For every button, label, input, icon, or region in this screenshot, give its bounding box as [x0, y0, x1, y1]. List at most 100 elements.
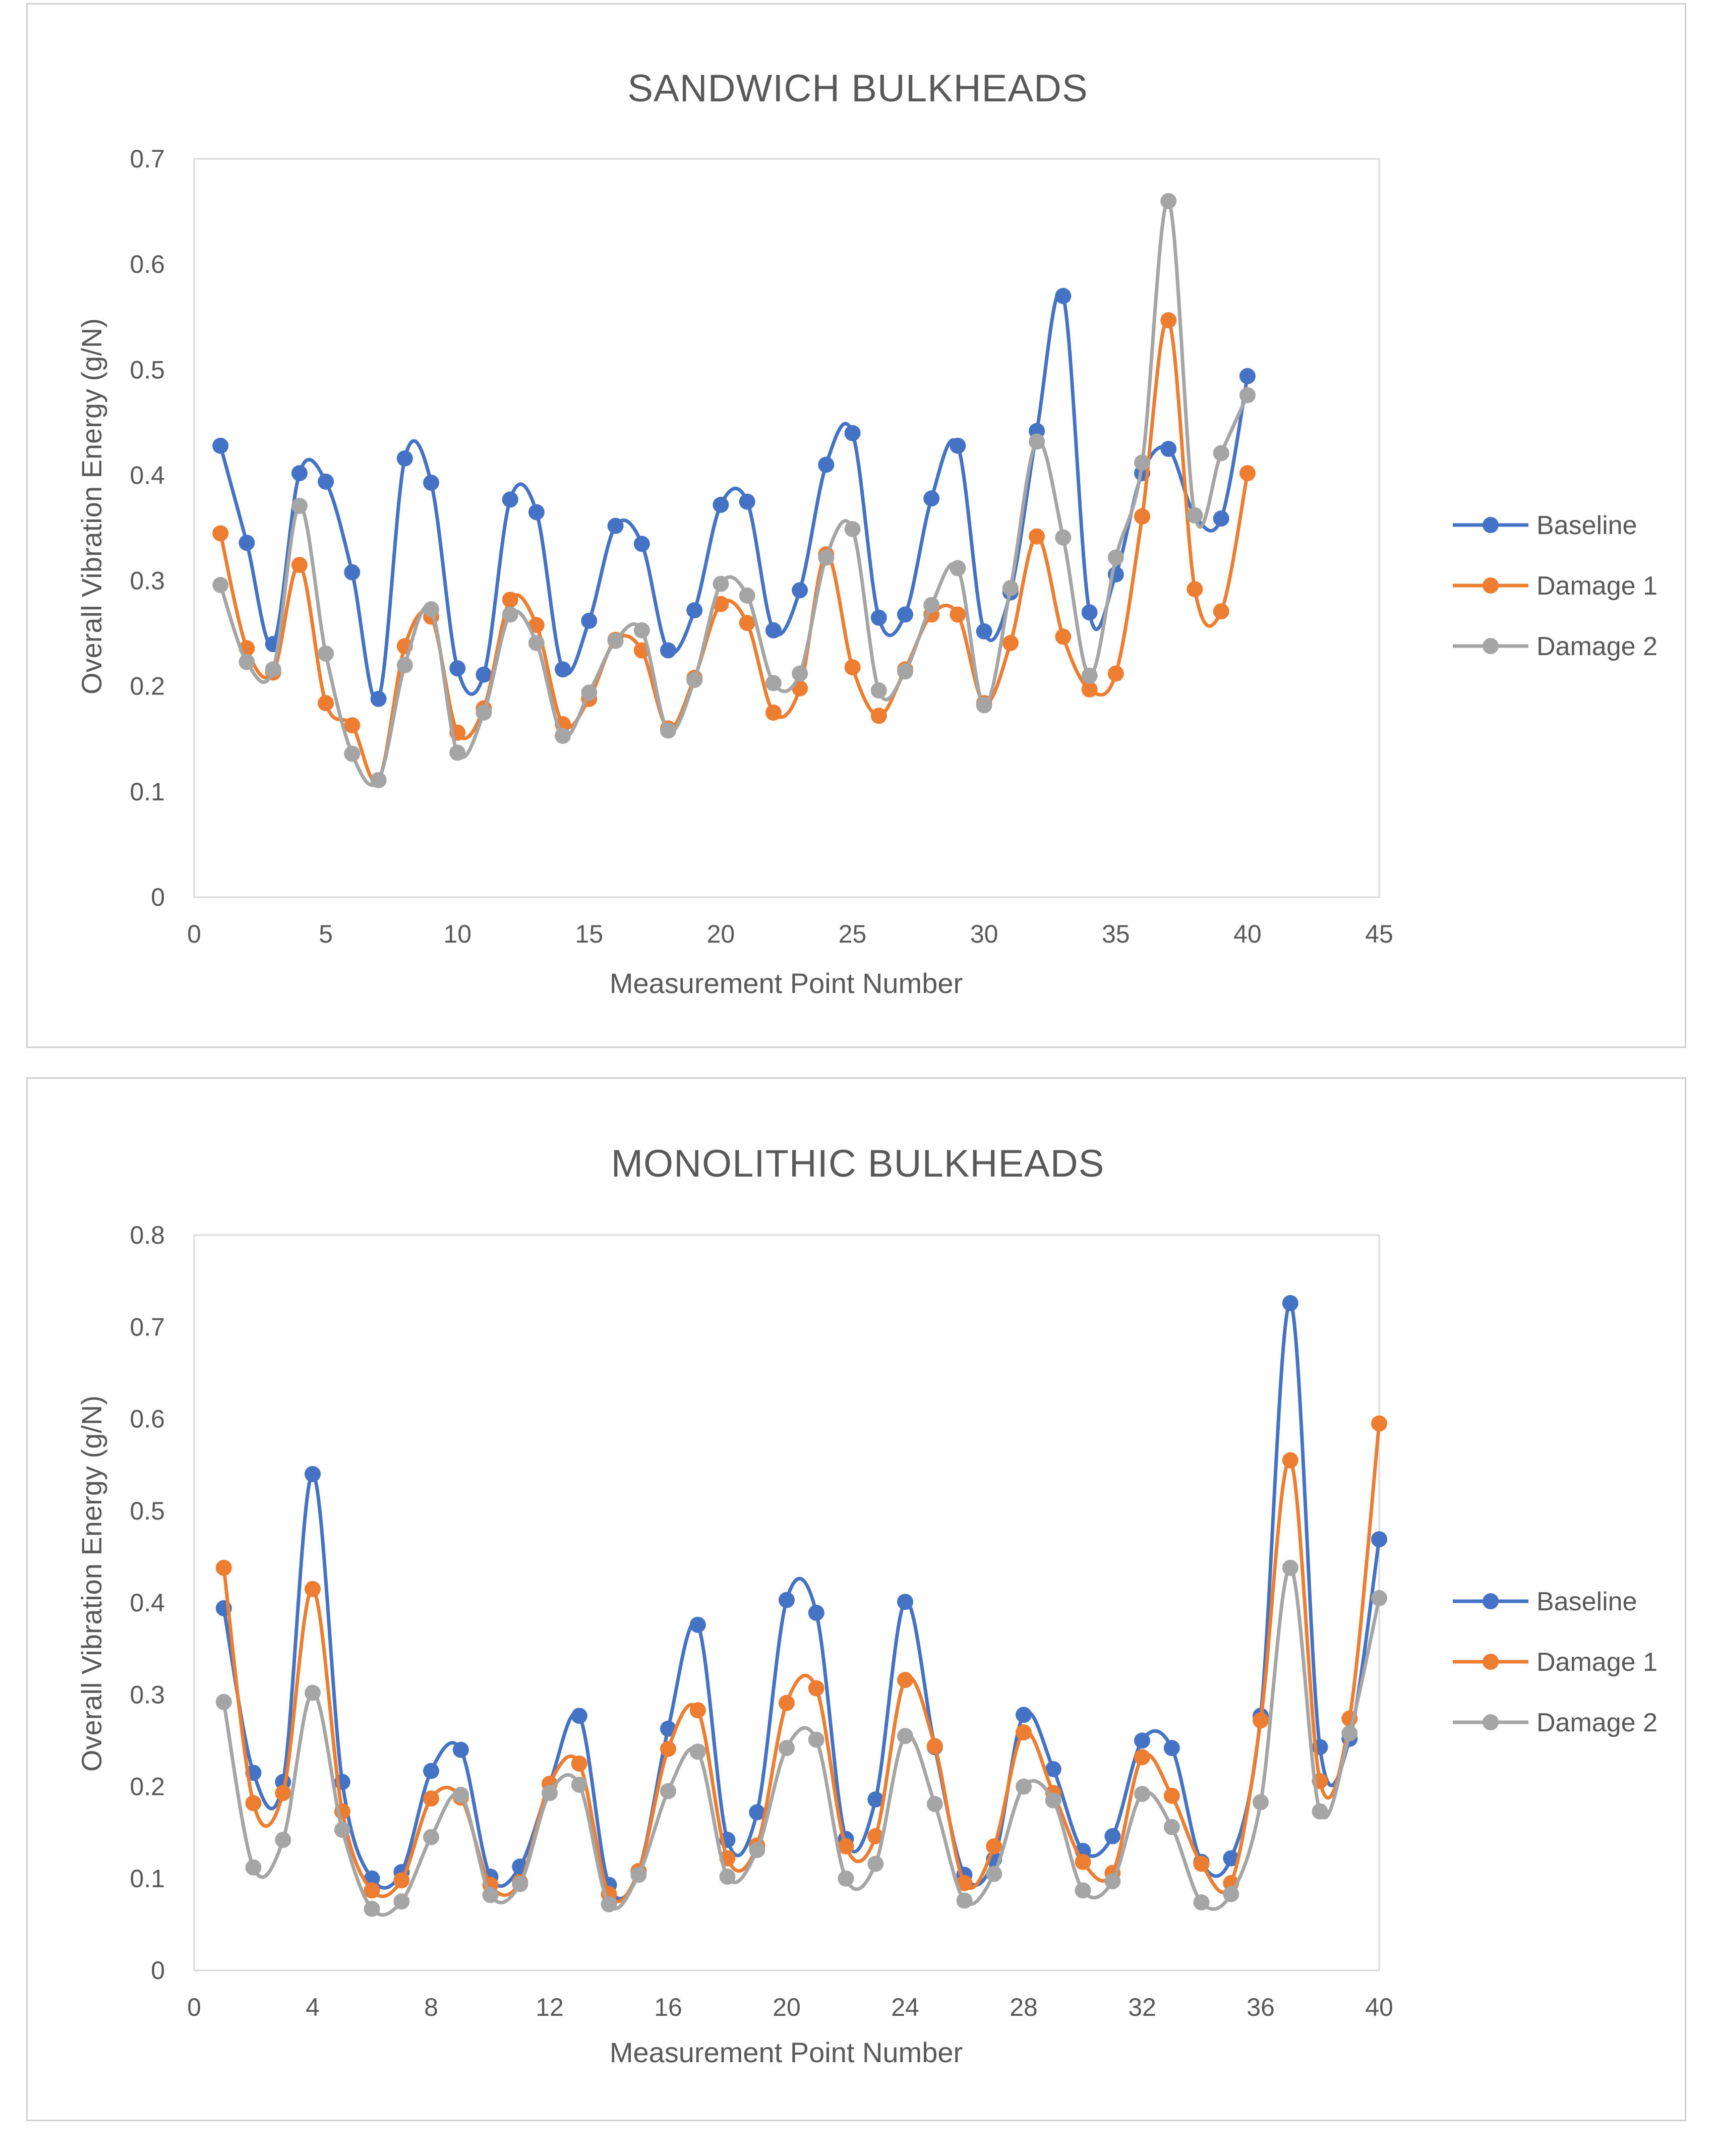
x-tick-label: 25	[839, 920, 867, 948]
data-point	[1239, 387, 1256, 403]
data-point	[1341, 1725, 1358, 1741]
x-tick-label: 12	[536, 1993, 564, 2021]
data-point	[1075, 1853, 1091, 1870]
data-point	[660, 642, 676, 659]
data-point	[765, 675, 782, 691]
data-point	[212, 525, 229, 542]
data-point	[1160, 312, 1177, 328]
data-point	[1239, 465, 1256, 482]
data-point	[318, 695, 334, 712]
y-tick-label: 0.3	[130, 1680, 165, 1709]
plot-area	[193, 158, 1380, 898]
data-point	[689, 1743, 706, 1760]
series-damage-1	[212, 312, 1256, 788]
data-point	[923, 597, 940, 613]
data-point	[1134, 508, 1150, 525]
data-point	[808, 1680, 824, 1697]
data-point	[749, 1842, 765, 1858]
data-point	[528, 504, 545, 520]
series-damage-1	[215, 1415, 1387, 1903]
data-point	[1312, 1803, 1328, 1820]
x-tick-label: 45	[1365, 920, 1393, 948]
data-point	[291, 498, 308, 514]
series-damage-2	[212, 193, 1256, 788]
data-point	[528, 617, 545, 633]
legend-label: Damage 1	[1536, 571, 1658, 601]
x-tick-label: 24	[891, 1993, 919, 2021]
data-point	[502, 606, 518, 623]
data-point	[476, 666, 492, 683]
data-point	[215, 1559, 232, 1576]
data-point	[305, 1466, 321, 1482]
data-point	[1193, 1894, 1210, 1911]
data-point	[482, 1887, 499, 1903]
data-point	[689, 1702, 706, 1719]
x-tick-label: 30	[970, 920, 998, 948]
sandwich-chart: SANDWICH BULKHEADS Measurement Point Num…	[76, 67, 1658, 999]
data-point	[897, 663, 913, 680]
legend-label: Damage 1	[1536, 1648, 1658, 1677]
data-point	[212, 437, 229, 454]
series-baseline	[215, 1295, 1387, 1901]
data-point	[792, 582, 808, 599]
data-point	[660, 1783, 676, 1799]
data-point	[449, 744, 466, 761]
data-point	[633, 536, 650, 552]
data-point	[739, 493, 755, 510]
data-point	[1163, 1787, 1180, 1804]
data-point	[305, 1684, 321, 1701]
y-tick-label: 0.6	[130, 250, 165, 278]
data-point	[1253, 1794, 1269, 1811]
x-tick-label: 4	[306, 1993, 320, 2021]
y-tick-label: 0	[151, 1956, 165, 1985]
data-point	[571, 1776, 587, 1793]
data-point	[344, 717, 361, 734]
data-point	[1104, 1828, 1121, 1844]
x-axis-label: Measurement Point Number	[610, 967, 963, 999]
data-point	[239, 654, 255, 670]
data-point	[719, 1869, 736, 1885]
data-point	[291, 465, 308, 482]
y-tick-label: 0.8	[130, 1221, 165, 1249]
data-point	[571, 1708, 587, 1724]
data-point	[581, 613, 598, 629]
data-point	[423, 1790, 439, 1807]
data-point	[502, 491, 518, 508]
data-point	[1055, 628, 1072, 645]
data-point	[423, 475, 439, 491]
x-tick-label: 10	[443, 920, 471, 948]
y-tick-label: 0.2	[130, 672, 165, 701]
data-point	[393, 1893, 410, 1910]
data-point	[897, 1672, 913, 1688]
data-point	[1134, 1749, 1150, 1766]
data-point	[364, 1900, 380, 1917]
data-point	[818, 549, 835, 566]
data-point	[1160, 193, 1177, 209]
data-point	[1187, 581, 1203, 598]
data-point	[528, 635, 545, 651]
data-point	[344, 564, 361, 580]
data-point	[305, 1581, 321, 1597]
data-point	[1045, 1792, 1061, 1809]
data-point	[1187, 507, 1203, 523]
data-point	[1002, 580, 1019, 597]
data-point	[950, 560, 966, 576]
data-point	[792, 665, 808, 682]
y-tick-label: 0.2	[130, 1773, 165, 1801]
data-point	[245, 1859, 262, 1876]
x-tick-label: 15	[575, 920, 604, 948]
y-axis-label: Overall Vibration Energy (g/N)	[76, 1395, 107, 1772]
sandwich-chart-panel: SANDWICH BULKHEADS Measurement Point Num…	[26, 3, 1686, 1048]
data-point	[844, 659, 861, 676]
data-point	[950, 606, 966, 623]
monolithic-chart: MONOLITHIC BULKHEADS Measurement Point N…	[76, 1142, 1658, 2068]
data-point	[630, 1867, 647, 1883]
data-point	[555, 661, 571, 678]
data-point	[818, 456, 835, 473]
data-point	[779, 1695, 795, 1711]
x-tick-label: 36	[1247, 1993, 1275, 2021]
data-point	[571, 1755, 587, 1772]
data-point	[739, 615, 755, 631]
data-point	[1213, 603, 1229, 620]
data-point	[870, 708, 887, 724]
